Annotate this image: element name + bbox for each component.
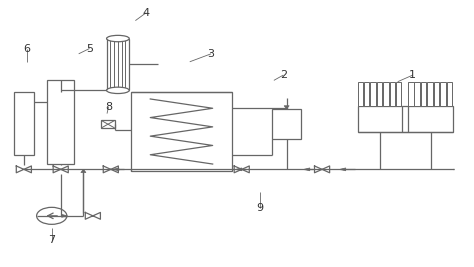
Bar: [357, 106, 402, 132]
Text: 3: 3: [208, 49, 215, 59]
Bar: [107, 38, 129, 90]
Polygon shape: [304, 168, 310, 171]
Ellipse shape: [107, 87, 129, 93]
Bar: [383, 82, 389, 106]
Bar: [408, 106, 453, 132]
Polygon shape: [81, 169, 86, 172]
Bar: [357, 82, 363, 106]
Bar: [273, 109, 301, 139]
Bar: [390, 82, 395, 106]
Bar: [377, 82, 382, 106]
Text: 6: 6: [23, 44, 30, 53]
Text: 7: 7: [48, 235, 55, 245]
Bar: [414, 82, 420, 106]
Bar: [434, 82, 439, 106]
Text: 5: 5: [86, 44, 93, 53]
Bar: [364, 82, 369, 106]
Bar: [408, 82, 413, 106]
Polygon shape: [236, 168, 242, 171]
Bar: [14, 92, 34, 155]
Bar: [447, 82, 452, 106]
Bar: [47, 80, 74, 164]
Ellipse shape: [107, 35, 129, 42]
Bar: [440, 82, 446, 106]
Text: 4: 4: [143, 8, 150, 18]
Bar: [396, 82, 401, 106]
Bar: [428, 82, 433, 106]
Bar: [101, 120, 115, 128]
Text: 1: 1: [410, 70, 416, 80]
Text: 2: 2: [280, 70, 287, 80]
Polygon shape: [62, 214, 67, 217]
Bar: [370, 82, 376, 106]
Polygon shape: [340, 168, 346, 171]
Text: 8: 8: [105, 102, 112, 112]
Bar: [421, 82, 427, 106]
Polygon shape: [284, 106, 289, 109]
Text: 9: 9: [256, 203, 263, 213]
Bar: [131, 92, 232, 171]
Polygon shape: [113, 168, 119, 171]
